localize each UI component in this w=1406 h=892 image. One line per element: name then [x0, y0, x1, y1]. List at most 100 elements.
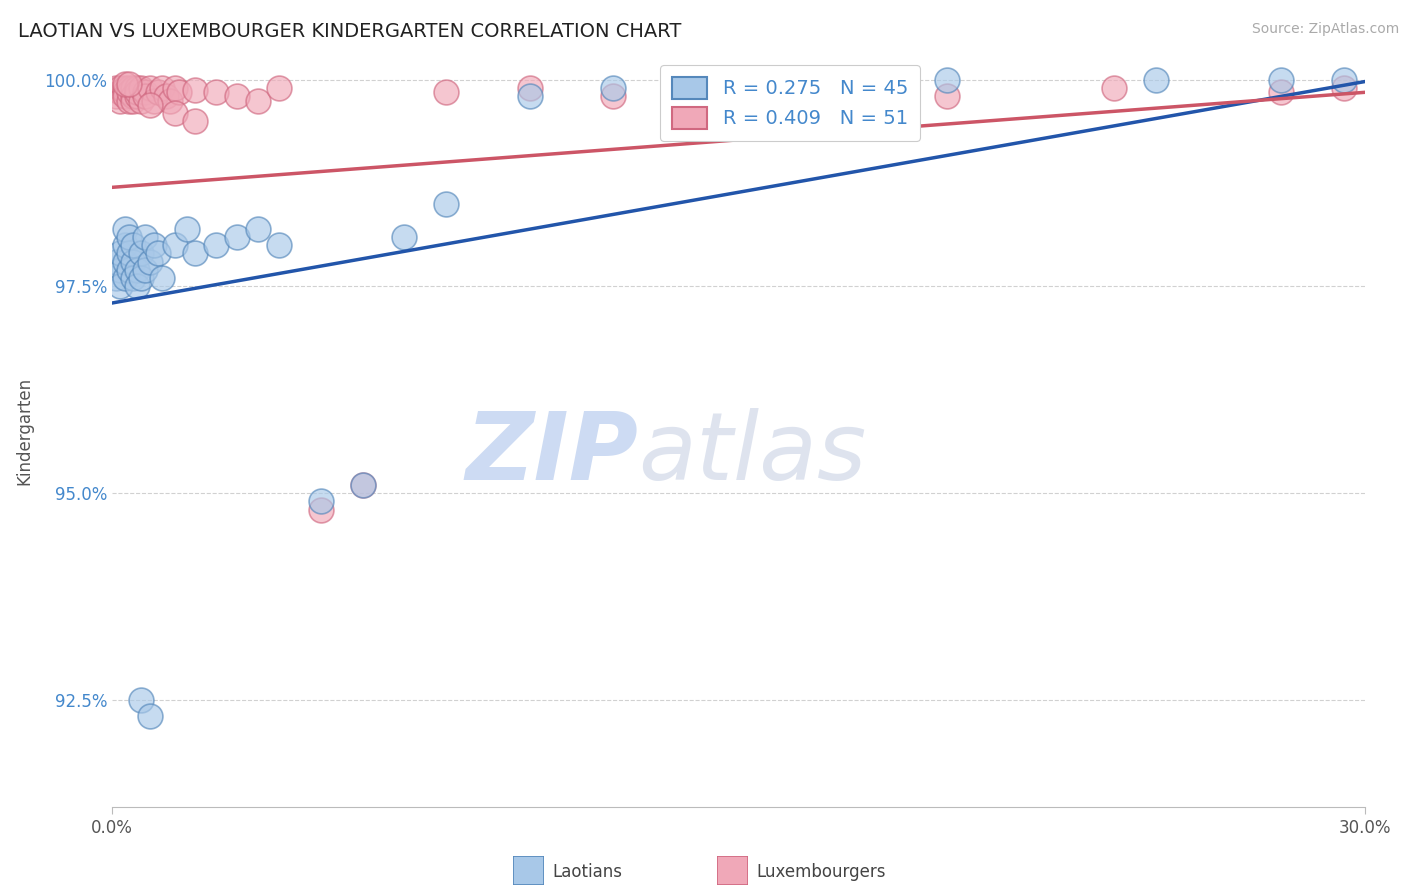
Point	[129, 94, 152, 108]
Point	[129, 271, 152, 285]
Legend: R = 0.275   N = 45, R = 0.409   N = 51: R = 0.275 N = 45, R = 0.409 N = 51	[661, 65, 920, 141]
Point	[352, 478, 374, 492]
Point	[155, 89, 177, 103]
Point	[142, 238, 165, 252]
Point	[114, 221, 136, 235]
Point	[205, 86, 228, 100]
Point	[727, 73, 749, 87]
Point	[110, 279, 132, 293]
Point	[176, 221, 198, 235]
Point	[121, 89, 143, 103]
Point	[125, 89, 148, 103]
Point	[146, 86, 169, 100]
Point	[150, 271, 173, 285]
Point	[226, 89, 249, 103]
Point	[1270, 73, 1292, 87]
Point	[936, 89, 959, 103]
Point	[1144, 73, 1167, 87]
Point	[134, 89, 156, 103]
Point	[394, 230, 416, 244]
Point	[125, 86, 148, 100]
Point	[138, 81, 160, 95]
Point	[1102, 81, 1125, 95]
Point	[134, 230, 156, 244]
Point	[125, 279, 148, 293]
Point	[352, 478, 374, 492]
Point	[163, 81, 186, 95]
Point	[114, 81, 136, 95]
Point	[163, 238, 186, 252]
Text: ZIP: ZIP	[465, 408, 638, 500]
Point	[129, 81, 152, 95]
Point	[105, 81, 128, 95]
Point	[125, 81, 148, 95]
Point	[602, 81, 624, 95]
Point	[121, 271, 143, 285]
Point	[1333, 81, 1355, 95]
Point	[602, 89, 624, 103]
Point	[121, 238, 143, 252]
Point	[134, 86, 156, 100]
Point	[110, 94, 132, 108]
Point	[267, 81, 290, 95]
Point	[434, 86, 457, 100]
Point	[852, 86, 875, 100]
Point	[129, 246, 152, 260]
Point	[134, 263, 156, 277]
Point	[936, 73, 959, 87]
Point	[138, 709, 160, 723]
Point	[118, 230, 141, 244]
Text: LAOTIAN VS LUXEMBOURGER KINDERGARTEN CORRELATION CHART: LAOTIAN VS LUXEMBOURGER KINDERGARTEN COR…	[18, 22, 682, 41]
Text: Luxembourgers: Luxembourgers	[756, 863, 886, 881]
Point	[114, 89, 136, 103]
Point	[118, 263, 141, 277]
Point	[121, 254, 143, 268]
Point	[110, 263, 132, 277]
Point	[118, 246, 141, 260]
Y-axis label: Kindergarten: Kindergarten	[15, 377, 32, 485]
Point	[309, 502, 332, 516]
Point	[247, 94, 270, 108]
Point	[110, 86, 132, 100]
Point	[205, 238, 228, 252]
Point	[434, 197, 457, 211]
Point	[519, 81, 541, 95]
Point	[129, 692, 152, 706]
Point	[519, 89, 541, 103]
Point	[121, 94, 143, 108]
Point	[118, 77, 141, 91]
Point	[118, 81, 141, 95]
Point	[110, 246, 132, 260]
Text: Source: ZipAtlas.com: Source: ZipAtlas.com	[1251, 22, 1399, 37]
Point	[114, 254, 136, 268]
Point	[184, 114, 207, 128]
Point	[121, 81, 143, 95]
Point	[184, 246, 207, 260]
Point	[125, 263, 148, 277]
Point	[118, 86, 141, 100]
Point	[114, 77, 136, 91]
Point	[1333, 73, 1355, 87]
Point	[163, 106, 186, 120]
Point	[184, 83, 207, 97]
Text: Laotians: Laotians	[553, 863, 623, 881]
Point	[267, 238, 290, 252]
Point	[309, 494, 332, 508]
Point	[105, 271, 128, 285]
Point	[114, 86, 136, 100]
Point	[685, 86, 707, 100]
Point	[159, 94, 181, 108]
Point	[114, 271, 136, 285]
Point	[150, 81, 173, 95]
Point	[142, 94, 165, 108]
Point	[247, 221, 270, 235]
Point	[114, 238, 136, 252]
Point	[138, 97, 160, 112]
Point	[118, 94, 141, 108]
Point	[105, 89, 128, 103]
Text: atlas: atlas	[638, 409, 866, 500]
Point	[110, 81, 132, 95]
Point	[138, 254, 160, 268]
Point	[769, 81, 792, 95]
Point	[167, 86, 190, 100]
